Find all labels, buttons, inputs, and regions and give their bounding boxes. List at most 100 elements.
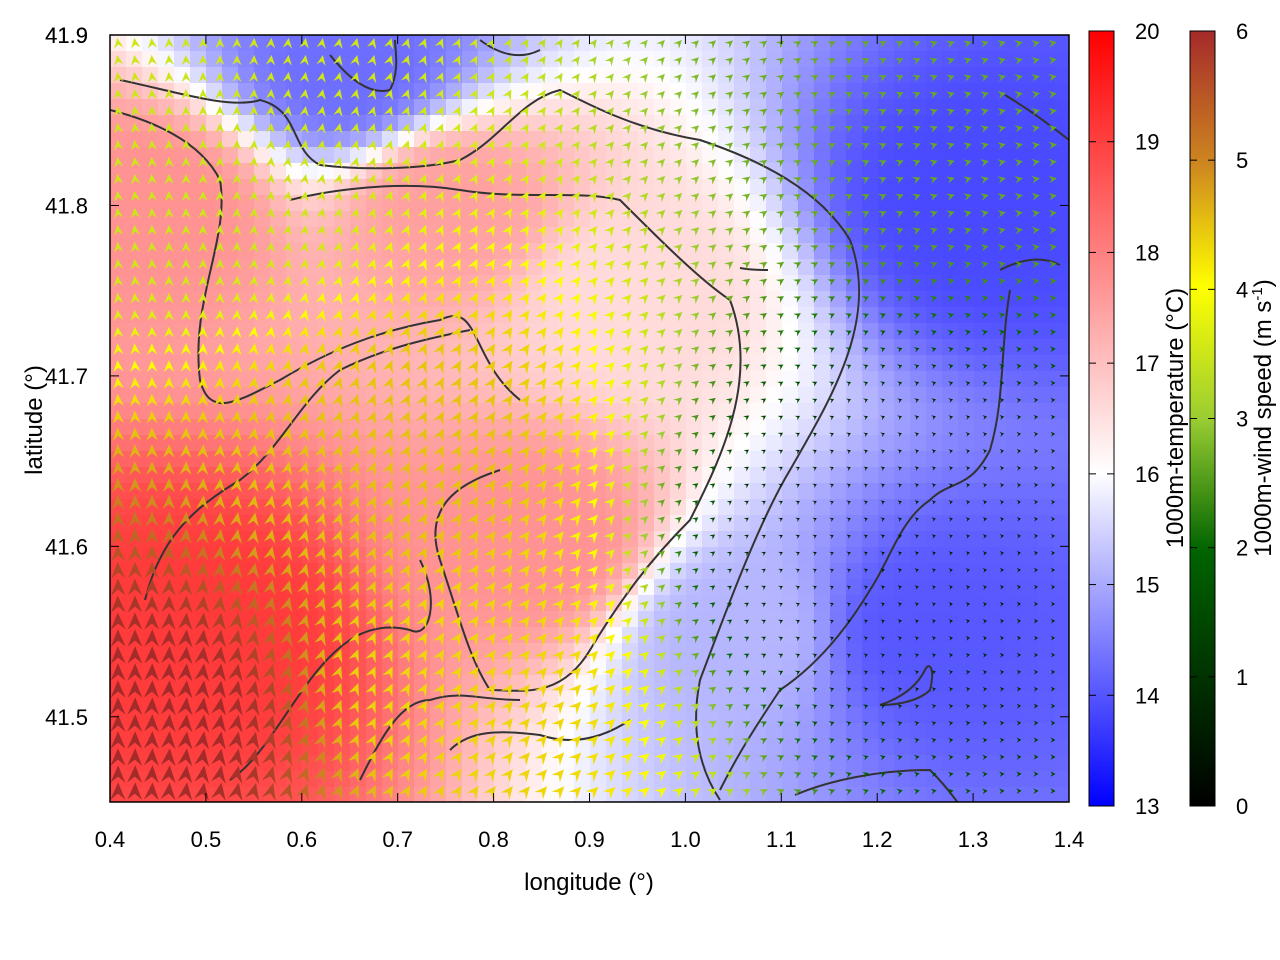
temperature-cell bbox=[782, 51, 799, 68]
wind-arrow bbox=[449, 564, 462, 579]
temperature-cell bbox=[158, 35, 175, 52]
wind-arrow bbox=[164, 190, 174, 202]
temperature-cell bbox=[766, 275, 783, 292]
wind-arrow bbox=[568, 378, 581, 392]
temperature-cell bbox=[334, 67, 351, 84]
wind-arrow bbox=[638, 124, 648, 135]
temperature-cell bbox=[398, 147, 415, 164]
wind-arrow bbox=[846, 551, 851, 556]
temperature-cell bbox=[638, 467, 655, 484]
temperature-cell bbox=[782, 435, 799, 452]
temperature-cell bbox=[478, 51, 495, 68]
wind-arrow bbox=[468, 140, 478, 152]
temperature-cell bbox=[686, 259, 703, 276]
wind-arrow bbox=[879, 347, 886, 353]
temperature-cell bbox=[1022, 723, 1039, 740]
wind-arrow bbox=[880, 466, 885, 471]
temperature-cell bbox=[510, 723, 527, 740]
wind-arrow bbox=[602, 718, 616, 732]
temperature-cell bbox=[734, 659, 751, 676]
wind-arrow bbox=[500, 326, 513, 341]
wind-arrow bbox=[365, 717, 376, 732]
temperature-cell bbox=[590, 67, 607, 84]
wind-arrow bbox=[348, 495, 360, 511]
wind-arrow bbox=[726, 449, 733, 455]
temperature-cell bbox=[302, 99, 319, 116]
wind-arrow bbox=[466, 428, 479, 443]
temperature-cell bbox=[766, 643, 783, 660]
wind-arrow bbox=[111, 545, 126, 562]
temperature-cell bbox=[798, 755, 815, 772]
temperature-cell bbox=[142, 131, 159, 148]
wind-arrow bbox=[228, 646, 243, 665]
temperature-cell bbox=[222, 579, 239, 596]
temperature-cell bbox=[382, 659, 399, 676]
wind-arrow bbox=[279, 698, 293, 716]
wind-arrow bbox=[860, 177, 870, 185]
temperature-cell bbox=[830, 67, 847, 84]
temperature-cell bbox=[862, 611, 879, 628]
wind-arrow bbox=[415, 785, 428, 800]
wind-arrow bbox=[877, 194, 887, 202]
wind-arrow bbox=[146, 410, 158, 424]
temperature-cell bbox=[526, 531, 543, 548]
temperature-cell bbox=[702, 291, 719, 308]
wind-arrow bbox=[483, 632, 496, 647]
wind-arrow bbox=[673, 74, 682, 83]
wind-arrow bbox=[586, 463, 598, 476]
temperature-cell bbox=[414, 435, 431, 452]
temperature-cell bbox=[142, 451, 159, 468]
temperature-cell bbox=[798, 339, 815, 356]
temperature-cell bbox=[270, 275, 287, 292]
temperature-cell bbox=[702, 499, 719, 516]
wind-arrow bbox=[500, 564, 513, 579]
temperature-cell bbox=[286, 307, 303, 324]
temperature-cell bbox=[670, 723, 687, 740]
wind-arrow bbox=[810, 279, 819, 286]
wind-arrow bbox=[433, 275, 444, 289]
temperature-cell bbox=[814, 163, 831, 180]
wind-arrow bbox=[862, 364, 869, 370]
temperature-cell bbox=[702, 211, 719, 228]
temperature-cell bbox=[414, 739, 431, 756]
temperature-cell bbox=[334, 147, 351, 164]
temperature-cell bbox=[990, 595, 1007, 612]
temperature-cell bbox=[798, 499, 815, 516]
wind-arrow bbox=[775, 74, 785, 83]
wind-arrow bbox=[127, 731, 143, 749]
wind-arrow bbox=[534, 514, 547, 528]
wind-arrow bbox=[811, 398, 818, 404]
temperature-cell bbox=[766, 547, 783, 564]
temperature-cell bbox=[478, 739, 495, 756]
wind-arrow bbox=[535, 259, 547, 272]
wind-arrow bbox=[602, 752, 616, 766]
wind-arrow bbox=[130, 326, 141, 338]
temperature-cell bbox=[830, 563, 847, 580]
temperature-cell bbox=[398, 787, 415, 802]
wind-arrow bbox=[198, 258, 208, 270]
wind-arrow bbox=[794, 381, 801, 387]
temperature-cell bbox=[494, 179, 511, 196]
temperature-cell bbox=[1054, 227, 1069, 244]
wind-arrow bbox=[314, 665, 326, 681]
wind-arrow bbox=[281, 309, 292, 322]
wind-arrow bbox=[231, 343, 242, 356]
temperature-cell bbox=[814, 595, 831, 612]
temperature-cell bbox=[958, 419, 975, 436]
temperature-cell bbox=[542, 67, 559, 84]
temperature-cell bbox=[110, 115, 127, 132]
wind-arrow bbox=[620, 277, 632, 289]
wind-arrow bbox=[845, 381, 852, 387]
wind-arrow bbox=[861, 313, 869, 320]
wind-arrow bbox=[743, 517, 749, 523]
wind-arrow bbox=[232, 122, 242, 134]
temperature-cell bbox=[670, 483, 687, 500]
temperature-cell bbox=[670, 771, 687, 788]
temperature-cell bbox=[526, 611, 543, 628]
temperature-cell bbox=[894, 259, 911, 276]
wind-arrow bbox=[775, 176, 785, 185]
wind-arrow bbox=[602, 786, 616, 800]
wind-arrow bbox=[467, 292, 478, 306]
wind-arrow bbox=[383, 241, 393, 254]
temperature-cell bbox=[1006, 611, 1023, 628]
